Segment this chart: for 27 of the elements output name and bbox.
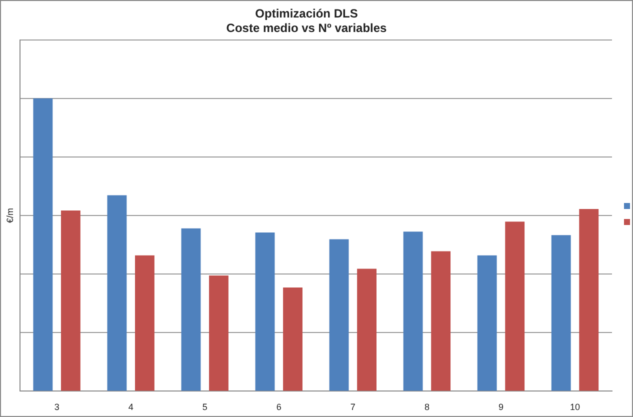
chart-subtitle: Coste medio vs Nº variables bbox=[226, 20, 388, 35]
x-tick-label: 10 bbox=[570, 402, 580, 412]
y-axis-title: €/m bbox=[4, 208, 15, 224]
x-tick-label: 6 bbox=[276, 402, 282, 412]
bar bbox=[477, 255, 497, 391]
bar bbox=[107, 195, 127, 391]
bar bbox=[505, 222, 525, 391]
bar bbox=[283, 288, 302, 391]
x-tick-label: 3 bbox=[54, 402, 60, 412]
bar bbox=[403, 232, 423, 391]
bar bbox=[255, 232, 275, 391]
bar bbox=[135, 255, 154, 391]
bar bbox=[579, 209, 599, 391]
bar bbox=[33, 98, 53, 391]
x-tick-label: 7 bbox=[350, 402, 356, 412]
x-tick-label: 4 bbox=[128, 402, 134, 412]
x-tick-label: 8 bbox=[424, 402, 430, 412]
bar bbox=[181, 228, 201, 391]
bar bbox=[60, 210, 80, 391]
bar bbox=[209, 276, 228, 391]
bar bbox=[551, 235, 571, 391]
x-tick-label: 9 bbox=[498, 402, 504, 412]
x-tick-label: 5 bbox=[202, 402, 208, 412]
chart-title: Optimización DLS bbox=[255, 6, 358, 21]
bar bbox=[431, 251, 451, 391]
bar bbox=[329, 239, 349, 391]
bar bbox=[357, 268, 377, 391]
